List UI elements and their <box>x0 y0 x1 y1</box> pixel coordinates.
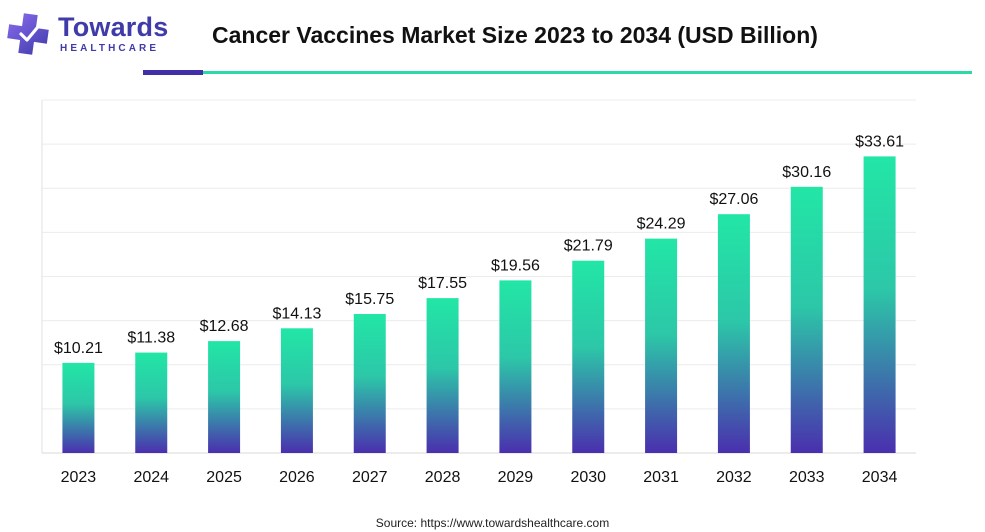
brand-name: Towards <box>58 12 169 42</box>
value-label-2027: $15.75 <box>345 291 394 308</box>
medical-cross-icon <box>7 13 49 55</box>
brand-logo: Towards HEALTHCARE <box>6 10 181 58</box>
chart-bars <box>62 156 896 453</box>
value-label-2034: $33.61 <box>855 133 904 150</box>
value-label-2023: $10.21 <box>54 340 103 357</box>
x-tick-label-2030: 2030 <box>570 469 606 486</box>
bar-2027 <box>353 314 386 453</box>
x-tick-label-2027: 2027 <box>352 469 388 486</box>
x-tick-label-2024: 2024 <box>133 469 169 486</box>
chart-value-labels: $10.21 $11.38 $12.68 $14.13 $15.75 $17.55 $19.… <box>54 133 904 357</box>
value-label-2026: $14.13 <box>272 305 321 322</box>
bar-2024 <box>135 352 168 453</box>
value-label-2024: $11.38 <box>127 330 175 347</box>
value-label-2029: $19.56 <box>491 257 540 274</box>
bar-2034 <box>863 156 896 453</box>
bar-2029 <box>499 280 532 453</box>
value-label-2025: $12.68 <box>200 318 249 335</box>
chart-gridlines <box>41 99 916 454</box>
x-tick-label-2023: 2023 <box>61 469 97 486</box>
x-tick-label-2031: 2031 <box>643 469 679 486</box>
bar-2033 <box>790 186 823 453</box>
header-rule-accent <box>143 70 203 75</box>
value-label-2032: $27.06 <box>709 191 758 208</box>
page-title: Cancer Vaccines Market Size 2023 to 2034… <box>212 22 818 48</box>
bar-2031 <box>645 238 678 453</box>
bar-2023 <box>62 362 95 453</box>
brand-tagline: HEALTHCARE <box>60 43 160 54</box>
bar-2026 <box>280 328 313 453</box>
chart-x-tick-labels: 2023 2024 2025 2026 2027 2028 2029 2030 2031 2032… <box>61 469 898 486</box>
bar-2025 <box>208 341 241 453</box>
bar-2028 <box>426 298 459 453</box>
x-tick-label-2033: 2033 <box>789 469 825 486</box>
value-label-2028: $17.55 <box>418 275 467 292</box>
x-tick-label-2029: 2029 <box>498 469 534 486</box>
bar-2032 <box>717 214 750 453</box>
value-label-2033: $30.16 <box>782 164 831 181</box>
bar-2030 <box>572 260 605 453</box>
x-tick-label-2034: 2034 <box>862 469 898 486</box>
value-label-2031: $24.29 <box>637 216 686 233</box>
x-tick-label-2025: 2025 <box>206 469 242 486</box>
x-tick-label-2026: 2026 <box>279 469 315 486</box>
x-tick-label-2028: 2028 <box>425 469 461 486</box>
header-rule <box>203 71 972 74</box>
x-tick-label-2032: 2032 <box>716 469 752 486</box>
value-label-2030: $21.79 <box>564 238 613 255</box>
source-note: Source: https://www.towardshealthcare.co… <box>375 516 610 530</box>
